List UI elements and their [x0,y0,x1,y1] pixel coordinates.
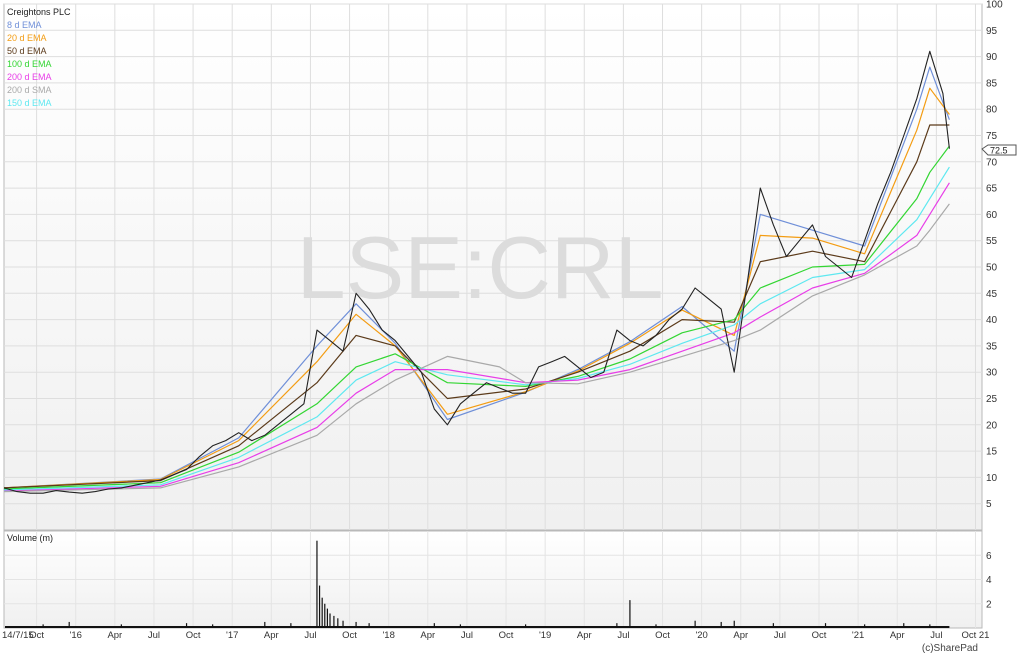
price-tick-label: 55 [986,236,998,247]
legend-item: 150 d EMA [7,98,52,108]
price-tick-label: 15 [986,447,998,458]
x-tick-label: Jul [461,630,473,641]
x-tick-label: '16 [70,630,82,641]
price-tick-label: 85 [986,78,998,89]
series-line-100-d-ema [3,145,950,490]
price-tick-label: 65 [986,184,998,195]
x-tick-label: '21 [852,630,864,641]
x-tick-label: '17 [226,630,238,641]
x-tick-label: Jul [148,630,160,641]
price-tick-label: 95 [986,26,998,37]
x-tick-label: '20 [695,630,707,641]
x-tick-label: Apr [107,630,122,641]
price-tick-label: 50 [986,263,998,274]
x-tick-label: Oct [499,630,514,641]
price-badge-shape [981,144,1017,156]
price-tick-label: 25 [986,394,998,405]
series-line-50-d-ema [3,124,950,489]
price-tick-label: 75 [986,131,998,142]
x-tick-label: Apr [264,630,279,641]
x-tick-label: '18 [382,630,394,641]
x-tick-label: Jul [930,630,942,641]
x-tick-label: Apr [577,630,592,641]
price-tick-label: 70 [986,157,998,168]
volume-tick-label: 4 [986,575,992,586]
price-tick-label: 80 [986,105,998,116]
legend-item: 50 d EMA [7,46,47,56]
volume-tick-label: 2 [986,599,992,610]
legend-item: 20 d EMA [7,33,47,43]
x-tick-label: Oct [655,630,670,641]
price-tick-label: 60 [986,210,998,221]
x-tick-label: Oct [29,630,44,641]
legend-item: 8 d EMA [7,20,42,30]
series-line-8-d-ema [3,66,950,489]
price-tick-label: 45 [986,289,998,300]
x-tick-label: Jul [774,630,786,641]
price-badge-text: 72.5 [990,146,1008,156]
copyright: (c)SharePad [922,643,978,654]
x-tick-label: Apr [420,630,435,641]
x-tick-label: Oct [812,630,827,641]
x-tick-label: Jul [304,630,316,641]
x-tick-label: Jul [617,630,629,641]
volume-label: Volume (m) [7,533,53,543]
price-tick-label: 20 [986,420,998,431]
price-tick-label: 30 [986,368,998,379]
series-line-200-d-sma [3,203,950,493]
x-tick-label: Oct 21 [961,630,989,641]
watermark: LSE:CRL [297,218,664,317]
legend-item: 200 d EMA [7,72,52,82]
price-tick-label: 10 [986,473,998,484]
x-tick-label: 14/7/15 [2,630,34,641]
price-tick-label: 40 [986,315,998,326]
series-line-200-d-ema [3,182,950,492]
x-tick-label: '19 [539,630,551,641]
x-tick-label: Apr [733,630,748,641]
x-tick-label: Apr [890,630,905,641]
price-tick-label: 5 [986,499,992,510]
legend-item: 100 d EMA [7,59,52,69]
price-tick-label: 90 [986,52,998,63]
legend-item: 200 d SMA [7,85,52,95]
x-tick-label: Oct [186,630,201,641]
x-tick-label: Oct [342,630,357,641]
series-line-20-d-ema [3,87,950,489]
volume-tick-label: 6 [986,551,992,562]
series-line-creightons-plc [3,50,950,494]
price-tick-label: 100 [986,0,1003,11]
price-badge: 72.5 [981,144,1017,156]
legend-item: Creightons PLC [7,7,71,17]
price-tick-label: 35 [986,341,998,352]
